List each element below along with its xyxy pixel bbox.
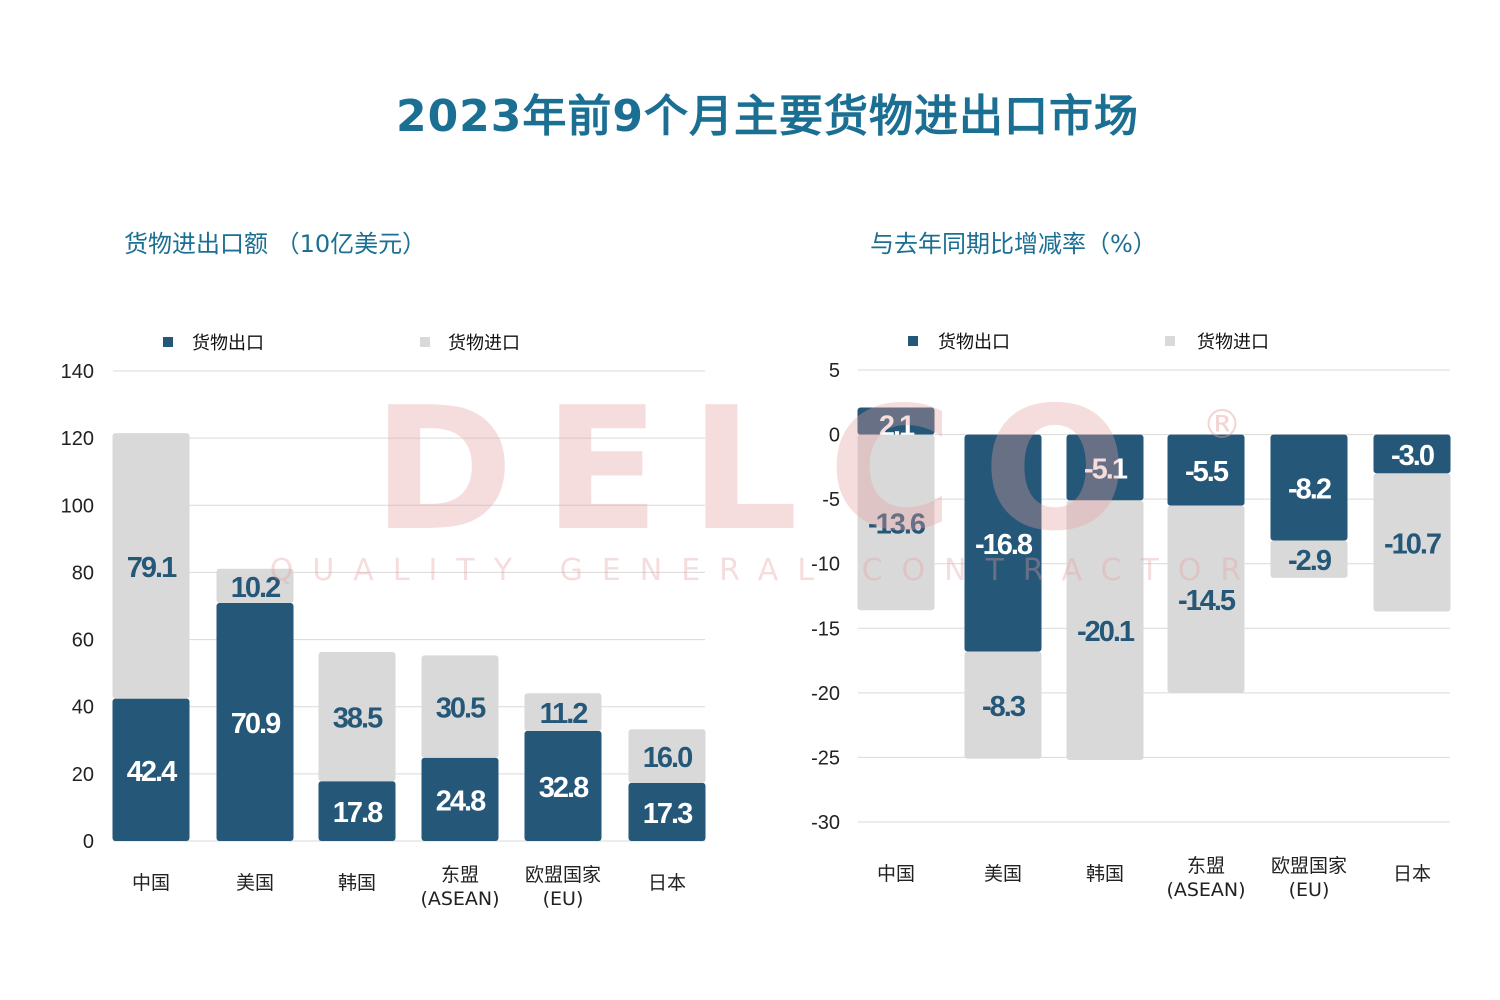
- bar-export: [1270, 434, 1348, 541]
- data-label: -10.7: [1384, 528, 1441, 560]
- bar-export: [964, 434, 1042, 652]
- legend-label: 货物出口: [938, 332, 1010, 353]
- y-tick-label: -10: [811, 554, 840, 576]
- bar-import: [1373, 473, 1451, 612]
- x-category-label: (EU): [1289, 879, 1330, 901]
- y-tick-label: 5: [829, 360, 840, 382]
- x-category-label: 欧盟国家: [1271, 855, 1347, 877]
- data-label: -8.3: [982, 691, 1026, 723]
- legend-label: 货物进口: [1197, 332, 1269, 353]
- legend-label: 货物进口: [448, 333, 520, 354]
- right-chart-title: 与去年同期比增减率（%）: [870, 230, 1157, 258]
- bar-import: [857, 434, 935, 611]
- left-chart-title: 货物进出口额 （10亿美元）: [124, 230, 427, 258]
- x-category-label: 美国: [984, 863, 1022, 885]
- x-category-label: 韩国: [338, 872, 376, 894]
- x-category-label: (EU): [543, 888, 584, 910]
- data-label: 10.2: [231, 572, 280, 604]
- y-tick-label: 20: [72, 764, 94, 786]
- legend-swatch-import: [1165, 336, 1175, 346]
- legend-label: 货物出口: [192, 333, 264, 354]
- bar-export: [318, 781, 396, 841]
- x-category-label: 韩国: [1086, 863, 1124, 885]
- bar-export: [1066, 434, 1144, 501]
- data-label: 79.1: [127, 552, 177, 584]
- data-label: -8.2: [1288, 474, 1331, 506]
- data-label: 32.8: [539, 772, 589, 804]
- x-category-label: 东盟: [1187, 855, 1225, 877]
- legend-swatch-export: [163, 337, 173, 347]
- data-label: -13.6: [868, 508, 926, 540]
- data-label: -3.0: [1391, 440, 1434, 472]
- bar-import: [421, 655, 499, 758]
- y-tick-label: -15: [811, 618, 840, 640]
- bar-export: [112, 698, 190, 841]
- x-category-label: 东盟: [441, 864, 479, 886]
- y-tick-label: 140: [61, 361, 94, 383]
- bar-export: [1167, 434, 1245, 506]
- y-tick-label: 60: [72, 630, 94, 652]
- data-label: 17.3: [643, 798, 693, 830]
- data-label: -20.1: [1077, 616, 1135, 648]
- y-tick-label: 40: [72, 697, 94, 719]
- data-label: -5.5: [1185, 456, 1229, 488]
- data-label: -14.5: [1178, 585, 1236, 617]
- bar-import: [1167, 505, 1245, 693]
- data-label: 11.2: [540, 698, 588, 730]
- y-tick-label: 120: [61, 428, 94, 450]
- x-category-label: 欧盟国家: [525, 864, 601, 886]
- bar-import: [112, 433, 190, 699]
- x-category-label: 美国: [236, 872, 274, 894]
- x-category-label: 日本: [648, 872, 686, 894]
- data-label: 17.8: [333, 797, 383, 829]
- bar-export: [857, 407, 935, 435]
- bar-import: [628, 729, 706, 783]
- bar-import: [1066, 500, 1144, 761]
- y-tick-label: 0: [83, 831, 94, 853]
- bar-export: [1373, 434, 1451, 474]
- data-label: 70.9: [231, 708, 281, 740]
- x-category-label: (ASEAN): [420, 888, 499, 910]
- data-label: -16.8: [975, 529, 1033, 561]
- bar-import: [964, 651, 1042, 759]
- data-label: -5.1: [1084, 454, 1128, 486]
- bar-export: [524, 730, 602, 841]
- bar-import: [524, 693, 602, 731]
- y-tick-label: -20: [811, 683, 840, 705]
- page-title: 2023年前9个月主要货物进出口市场: [395, 91, 1140, 142]
- bar-import: [318, 651, 396, 782]
- bar-export: [628, 782, 706, 841]
- bar-export: [421, 757, 499, 841]
- bar-import: [1270, 540, 1348, 578]
- data-label: 30.5: [436, 693, 486, 725]
- legend-swatch-import: [420, 337, 430, 347]
- y-tick-label: -30: [811, 812, 840, 834]
- legend-swatch-export: [908, 336, 918, 346]
- x-category-label: (ASEAN): [1166, 879, 1245, 901]
- bar-import: [216, 568, 294, 603]
- y-tick-label: 100: [61, 495, 94, 517]
- data-label: 42.4: [127, 756, 177, 788]
- x-category-label: 中国: [877, 863, 915, 885]
- bar-export: [216, 602, 294, 841]
- data-label: 24.8: [436, 785, 486, 817]
- data-label: 16.0: [643, 742, 692, 774]
- x-category-label: 中国: [132, 872, 170, 894]
- y-tick-label: -5: [822, 489, 840, 511]
- y-tick-label: -25: [811, 747, 840, 769]
- y-tick-label: 80: [72, 562, 94, 584]
- data-label: -2.9: [1288, 545, 1332, 577]
- x-category-label: 日本: [1393, 863, 1431, 885]
- data-label: 38.5: [333, 703, 383, 735]
- y-tick-label: 0: [829, 425, 840, 447]
